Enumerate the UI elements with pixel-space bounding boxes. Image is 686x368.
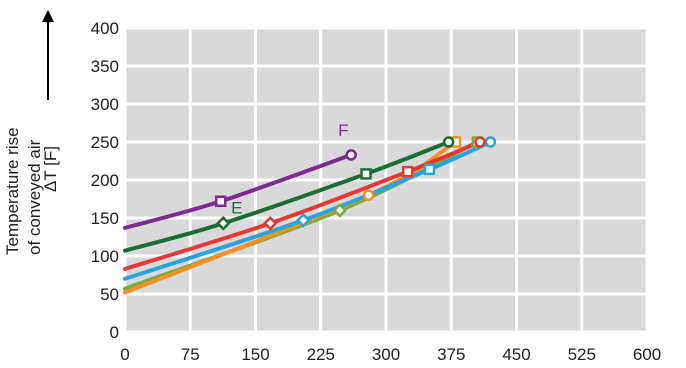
y-axis-label-line-1: Temperature rise [3,127,22,255]
y-axis-label-line-2: of conveyed air [25,139,44,255]
circle-marker [442,136,455,148]
series-labels: EF [231,121,348,218]
y-axis-label: Temperature rise [3,127,22,255]
x-tick-label: 450 [502,345,530,364]
circle-marker [362,189,375,201]
y-tick-label: 350 [91,57,119,76]
diamond-marker [332,203,348,218]
y-tick-label: 50 [100,285,119,304]
y-axis-arrow-head [42,10,54,22]
y-tick-label: 100 [91,247,119,266]
y-axis-symbol: ΔT [F] [41,146,60,192]
y-tick-labels: 0 50 100 150 200 250 300 350 400 [91,19,119,342]
diamond-marker [296,213,311,228]
series-line-2 [123,140,482,271]
x-tick-label: 525 [568,345,596,364]
series-line-3 [123,140,493,281]
x-tick-label: 150 [241,345,269,364]
x-tick-labels: 0 75 150 225 300 375 450 525 600 [120,345,661,364]
y-axis-arrow [42,10,54,100]
series-markers [214,136,497,231]
y-tick-label: 150 [91,209,119,228]
x-tick-label: 300 [372,345,400,364]
x-tick-label: 225 [307,345,335,364]
y-tick-label: 200 [91,171,119,190]
y-tick-label: 400 [91,19,119,38]
diamond-marker [263,216,278,231]
square-marker [423,163,436,176]
diamond-marker [216,216,231,231]
circle-marker [484,136,497,148]
y-axis-symbol-text: ΔT [F] [41,146,60,192]
series-label: E [231,198,242,217]
square-marker [214,195,227,208]
x-tick-label: 75 [181,345,200,364]
circle-marker [474,136,486,148]
y-tick-label: 250 [91,133,119,152]
x-tick-label: 375 [437,345,465,364]
y-axis-label-2: of conveyed air [25,139,44,255]
x-tick-label: 600 [633,345,661,364]
y-tick-label: 0 [110,323,119,342]
y-tick-label: 300 [91,95,119,114]
series-label: F [338,121,348,140]
circle-marker [345,149,357,161]
square-marker [360,168,372,180]
x-tick-label: 0 [120,345,129,364]
series-line-1 [123,140,451,253]
square-marker [402,165,414,178]
